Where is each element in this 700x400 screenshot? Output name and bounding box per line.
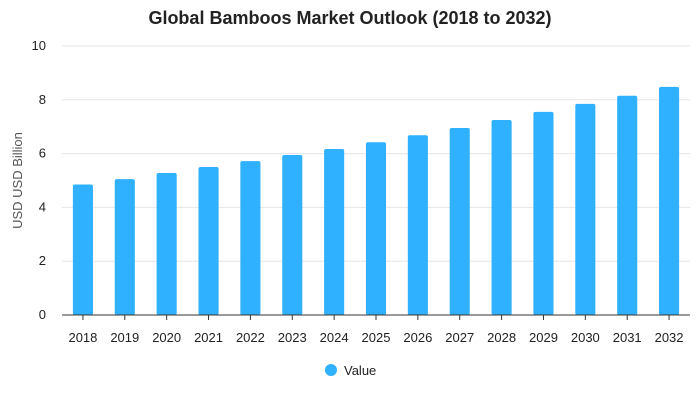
x-tick-label-2031: 2031 xyxy=(613,330,642,345)
legend-label: Value xyxy=(344,363,376,378)
bar-2026[interactable] xyxy=(407,135,428,315)
y-axis-title: USD USD Billion xyxy=(10,132,25,229)
bar-2028[interactable] xyxy=(491,119,512,315)
bar-2027[interactable] xyxy=(449,128,470,315)
bar-2021[interactable] xyxy=(198,167,219,315)
x-tick-label-2027: 2027 xyxy=(445,330,474,345)
x-tick-label-2024: 2024 xyxy=(320,330,349,345)
y-tick-label: 8 xyxy=(39,92,46,107)
bar-2018[interactable] xyxy=(72,184,93,315)
x-tick-label-2021: 2021 xyxy=(194,330,223,345)
y-tick-label: 10 xyxy=(32,38,46,53)
y-tick-label: 4 xyxy=(39,199,46,214)
bars xyxy=(72,86,680,316)
x-tick-label-2029: 2029 xyxy=(529,330,558,345)
x-tick-label-2018: 2018 xyxy=(68,330,97,345)
x-tick-label-2026: 2026 xyxy=(403,330,432,345)
legend-marker xyxy=(325,364,337,376)
y-tick-label: 6 xyxy=(39,146,46,161)
x-tick-label-2020: 2020 xyxy=(152,330,181,345)
x-tick-label-2028: 2028 xyxy=(487,330,516,345)
bar-2023[interactable] xyxy=(282,154,303,315)
x-tick-label-2019: 2019 xyxy=(110,330,139,345)
bar-2020[interactable] xyxy=(156,172,177,315)
bar-2019[interactable] xyxy=(114,179,135,315)
axes: 0 2 4 6 8 10 2018 2019 2020 2021 2022 2023 2024 2025 2… xyxy=(32,38,690,345)
bar-2025[interactable] xyxy=(365,142,387,315)
y-tick-label: 2 xyxy=(39,253,46,268)
bar-2024[interactable] xyxy=(324,149,345,315)
bar-2030[interactable] xyxy=(575,103,596,316)
chart-title: Global Bamboos Market Outlook (2018 to 2… xyxy=(148,8,552,28)
x-tick-label-2023: 2023 xyxy=(278,330,307,345)
x-tick-label-2030: 2030 xyxy=(571,330,600,345)
bar-2032[interactable] xyxy=(659,86,680,315)
x-tick-label-2022: 2022 xyxy=(236,330,265,345)
legend[interactable]: Value xyxy=(325,363,376,378)
bar-2029[interactable] xyxy=(533,111,554,315)
x-tick-label-2032: 2032 xyxy=(655,330,684,345)
bar-2022[interactable] xyxy=(240,161,261,315)
bar-2031[interactable] xyxy=(617,95,638,315)
y-tick-label: 0 xyxy=(39,307,46,322)
x-tick-label-2025: 2025 xyxy=(362,330,391,345)
